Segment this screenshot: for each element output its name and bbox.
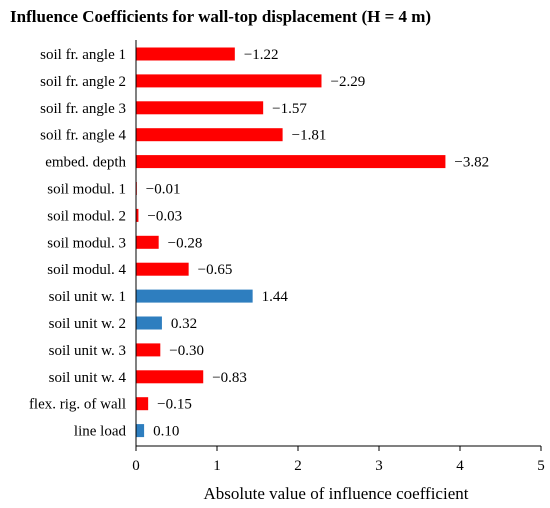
bar-5 (136, 155, 446, 169)
category-label-12: soil unit w. 3 (49, 343, 126, 359)
x-tick-label-0: 0 (132, 458, 140, 474)
category-label-6: soil modul. 1 (47, 182, 126, 198)
bar-15 (136, 424, 145, 438)
x-tick-label-3: 3 (375, 458, 383, 474)
x-ticks: 0 1 2 3 4 5 (132, 446, 545, 474)
value-label-4: −1.81 (292, 128, 327, 144)
value-label-11: 0.32 (171, 316, 197, 332)
bar-11 (136, 316, 162, 330)
value-label-8: −0.28 (168, 235, 203, 251)
x-tick-label-5: 5 (537, 458, 545, 474)
x-axis-label: Absolute value of influence coefficient (204, 484, 469, 503)
bar-3 (136, 101, 264, 115)
chart-title: Influence Coefficients for wall-top disp… (10, 7, 431, 26)
category-labels: soil fr. angle 1 soil fr. angle 2 soil fr.… (29, 47, 127, 440)
bar-13 (136, 370, 204, 384)
bar-1 (136, 47, 235, 61)
category-label-2: soil fr. angle 2 (40, 74, 126, 90)
value-label-2: −2.29 (330, 74, 365, 90)
x-tick-label-4: 4 (456, 458, 464, 474)
x-tick-label-1: 1 (213, 458, 221, 474)
axes (135, 40, 541, 447)
category-label-11: soil unit w. 2 (49, 316, 126, 332)
value-label-5: −3.82 (454, 155, 489, 171)
bar-10 (136, 289, 253, 303)
value-label-6: −0.01 (146, 182, 181, 198)
x-tick-label-2: 2 (294, 458, 302, 474)
category-label-9: soil modul. 4 (47, 262, 126, 278)
value-label-9: −0.65 (198, 262, 233, 278)
category-label-7: soil modul. 2 (47, 208, 126, 224)
category-label-15: line load (74, 424, 127, 440)
value-label-15: 0.10 (153, 424, 179, 440)
bar-9 (136, 262, 189, 276)
value-label-14: −0.15 (157, 397, 192, 413)
category-label-4: soil fr. angle 4 (40, 128, 126, 144)
category-label-10: soil unit w. 1 (49, 289, 126, 305)
bars-group (136, 47, 446, 438)
category-label-1: soil fr. angle 1 (40, 47, 126, 63)
value-label-3: −1.57 (272, 101, 307, 117)
bar-14 (136, 397, 149, 411)
value-label-10: 1.44 (262, 289, 289, 305)
category-label-3: soil fr. angle 3 (40, 101, 126, 117)
bar-2 (136, 74, 322, 88)
value-labels: −1.22 −2.29 −1.57 −1.81 −3.82 −0.01 −0.03 −0.28… (146, 47, 489, 440)
category-label-5: embed. depth (45, 155, 126, 171)
bar-7 (136, 208, 139, 222)
bar-8 (136, 235, 159, 249)
value-label-7: −0.03 (147, 208, 182, 224)
value-label-13: −0.83 (212, 370, 247, 386)
bar-4 (136, 128, 283, 142)
value-label-12: −0.30 (169, 343, 204, 359)
category-label-13: soil unit w. 4 (49, 370, 127, 386)
category-label-14: flex. rig. of wall (29, 397, 126, 413)
bar-12 (136, 343, 161, 357)
value-label-1: −1.22 (244, 47, 279, 63)
category-label-8: soil modul. 3 (47, 235, 126, 251)
